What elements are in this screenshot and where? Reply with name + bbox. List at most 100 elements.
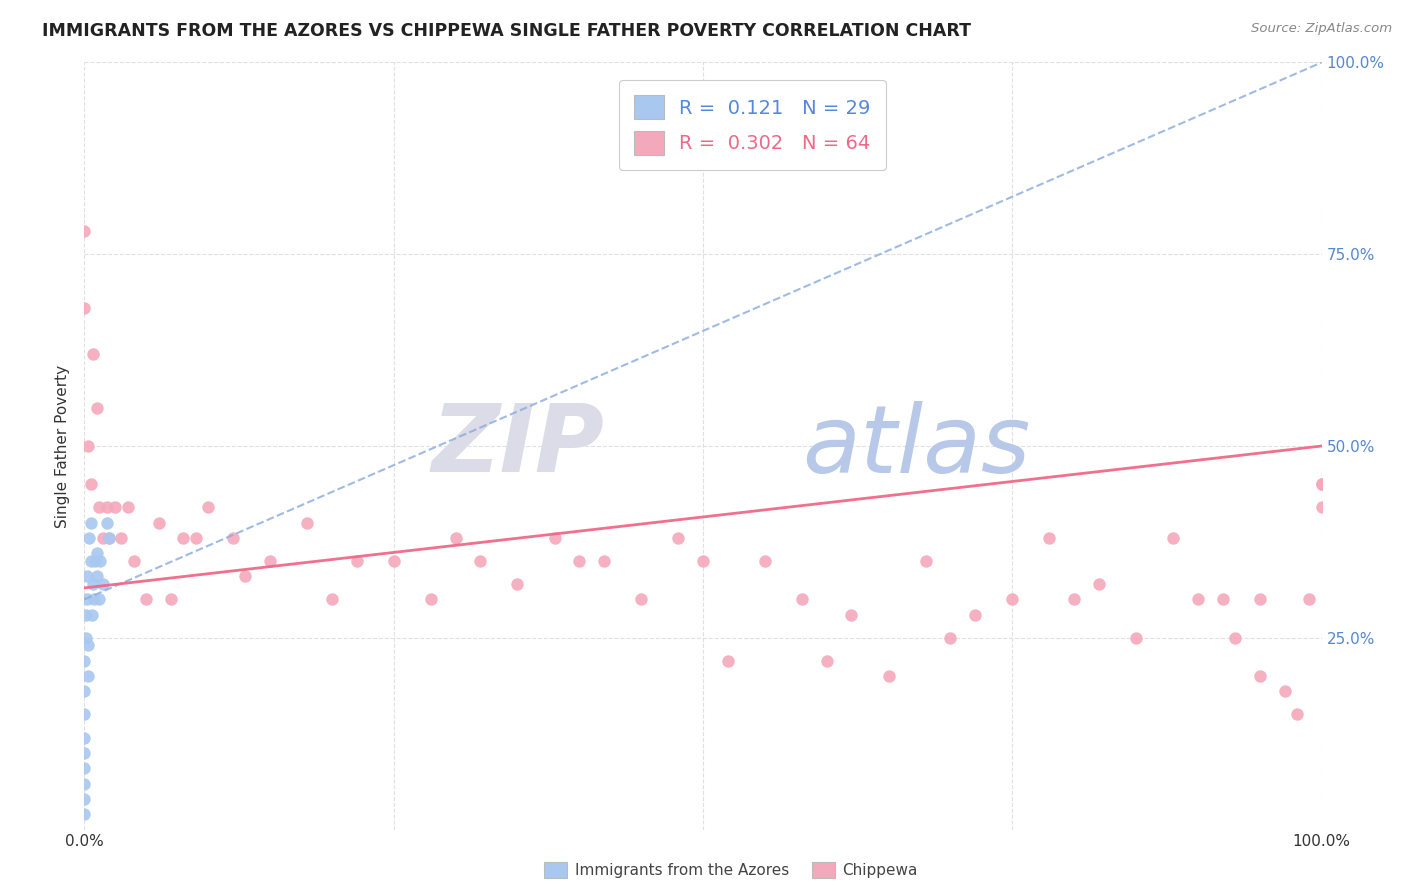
Point xyxy=(1285,707,1308,722)
Point xyxy=(75,631,97,645)
Point xyxy=(346,554,368,568)
Y-axis label: Single Father Poverty: Single Father Poverty xyxy=(55,365,70,527)
Point xyxy=(1161,531,1184,545)
Point xyxy=(630,592,652,607)
Point xyxy=(382,554,405,568)
Text: IMMIGRANTS FROM THE AZORES VS CHIPPEWA SINGLE FATHER POVERTY CORRELATION CHART: IMMIGRANTS FROM THE AZORES VS CHIPPEWA S… xyxy=(42,22,972,40)
Point xyxy=(1310,477,1333,491)
Point xyxy=(754,554,776,568)
Point xyxy=(79,477,101,491)
Point xyxy=(84,554,107,568)
Point xyxy=(96,500,118,515)
Point xyxy=(1249,592,1271,607)
Point xyxy=(96,516,118,530)
Point xyxy=(568,554,591,568)
Point xyxy=(1063,592,1085,607)
Point xyxy=(79,531,101,545)
Point xyxy=(73,731,96,745)
Point xyxy=(172,531,194,545)
Point xyxy=(89,592,111,607)
Point xyxy=(1274,684,1296,698)
Point xyxy=(1038,531,1060,545)
Point xyxy=(77,439,100,453)
Point xyxy=(82,347,104,361)
Point xyxy=(1310,500,1333,515)
Point xyxy=(98,531,121,545)
Point xyxy=(543,531,565,545)
Point xyxy=(160,592,183,607)
Point xyxy=(73,301,96,315)
Point xyxy=(790,592,813,607)
Point xyxy=(73,807,96,822)
Point xyxy=(197,500,219,515)
Point xyxy=(91,531,114,545)
Point xyxy=(717,654,740,668)
Point xyxy=(104,500,127,515)
Text: Source: ZipAtlas.com: Source: ZipAtlas.com xyxy=(1251,22,1392,36)
Point xyxy=(692,554,714,568)
Point xyxy=(79,516,101,530)
Point xyxy=(965,607,987,622)
Point xyxy=(148,516,170,530)
Point xyxy=(666,531,689,545)
Point xyxy=(86,569,108,583)
Point xyxy=(91,577,114,591)
Point xyxy=(73,224,96,238)
Point xyxy=(259,554,281,568)
Point xyxy=(444,531,467,545)
Point xyxy=(98,531,121,545)
Point xyxy=(815,654,838,668)
Point xyxy=(1298,592,1320,607)
Point xyxy=(593,554,616,568)
Point xyxy=(122,554,145,568)
Point xyxy=(76,569,98,583)
Point xyxy=(841,607,863,622)
Point xyxy=(86,546,108,560)
Point xyxy=(1310,477,1333,491)
Point xyxy=(470,554,492,568)
Point xyxy=(77,639,100,653)
Point xyxy=(1187,592,1209,607)
Point xyxy=(83,592,105,607)
Point xyxy=(110,531,132,545)
Point xyxy=(89,500,111,515)
Point xyxy=(1249,669,1271,683)
Point xyxy=(89,554,111,568)
Legend: R =  0.121   N = 29, R =  0.302   N = 64: R = 0.121 N = 29, R = 0.302 N = 64 xyxy=(619,79,886,170)
Point xyxy=(77,669,100,683)
Point xyxy=(79,554,101,568)
Point xyxy=(73,761,96,775)
Point xyxy=(73,792,96,806)
Point xyxy=(73,776,96,790)
Point xyxy=(1125,631,1147,645)
Point xyxy=(939,631,962,645)
Point xyxy=(82,577,104,591)
Point xyxy=(1088,577,1111,591)
Point xyxy=(73,746,96,760)
Point xyxy=(233,569,256,583)
Point xyxy=(73,684,96,698)
Point xyxy=(80,607,103,622)
Point xyxy=(135,592,157,607)
Point xyxy=(914,554,936,568)
Point xyxy=(506,577,529,591)
Point xyxy=(877,669,900,683)
Point xyxy=(419,592,441,607)
Text: ZIP: ZIP xyxy=(432,400,605,492)
Text: atlas: atlas xyxy=(801,401,1031,491)
Point xyxy=(1310,477,1333,491)
Point xyxy=(1212,592,1234,607)
Point xyxy=(75,607,97,622)
Point xyxy=(222,531,245,545)
Point xyxy=(321,592,343,607)
Point xyxy=(73,654,96,668)
Point xyxy=(117,500,139,515)
Point xyxy=(1223,631,1246,645)
Point xyxy=(86,401,108,415)
Legend: Immigrants from the Azores, Chippewa: Immigrants from the Azores, Chippewa xyxy=(538,856,924,884)
Point xyxy=(184,531,207,545)
Point xyxy=(295,516,318,530)
Point xyxy=(76,592,98,607)
Point xyxy=(1001,592,1024,607)
Point xyxy=(73,707,96,722)
